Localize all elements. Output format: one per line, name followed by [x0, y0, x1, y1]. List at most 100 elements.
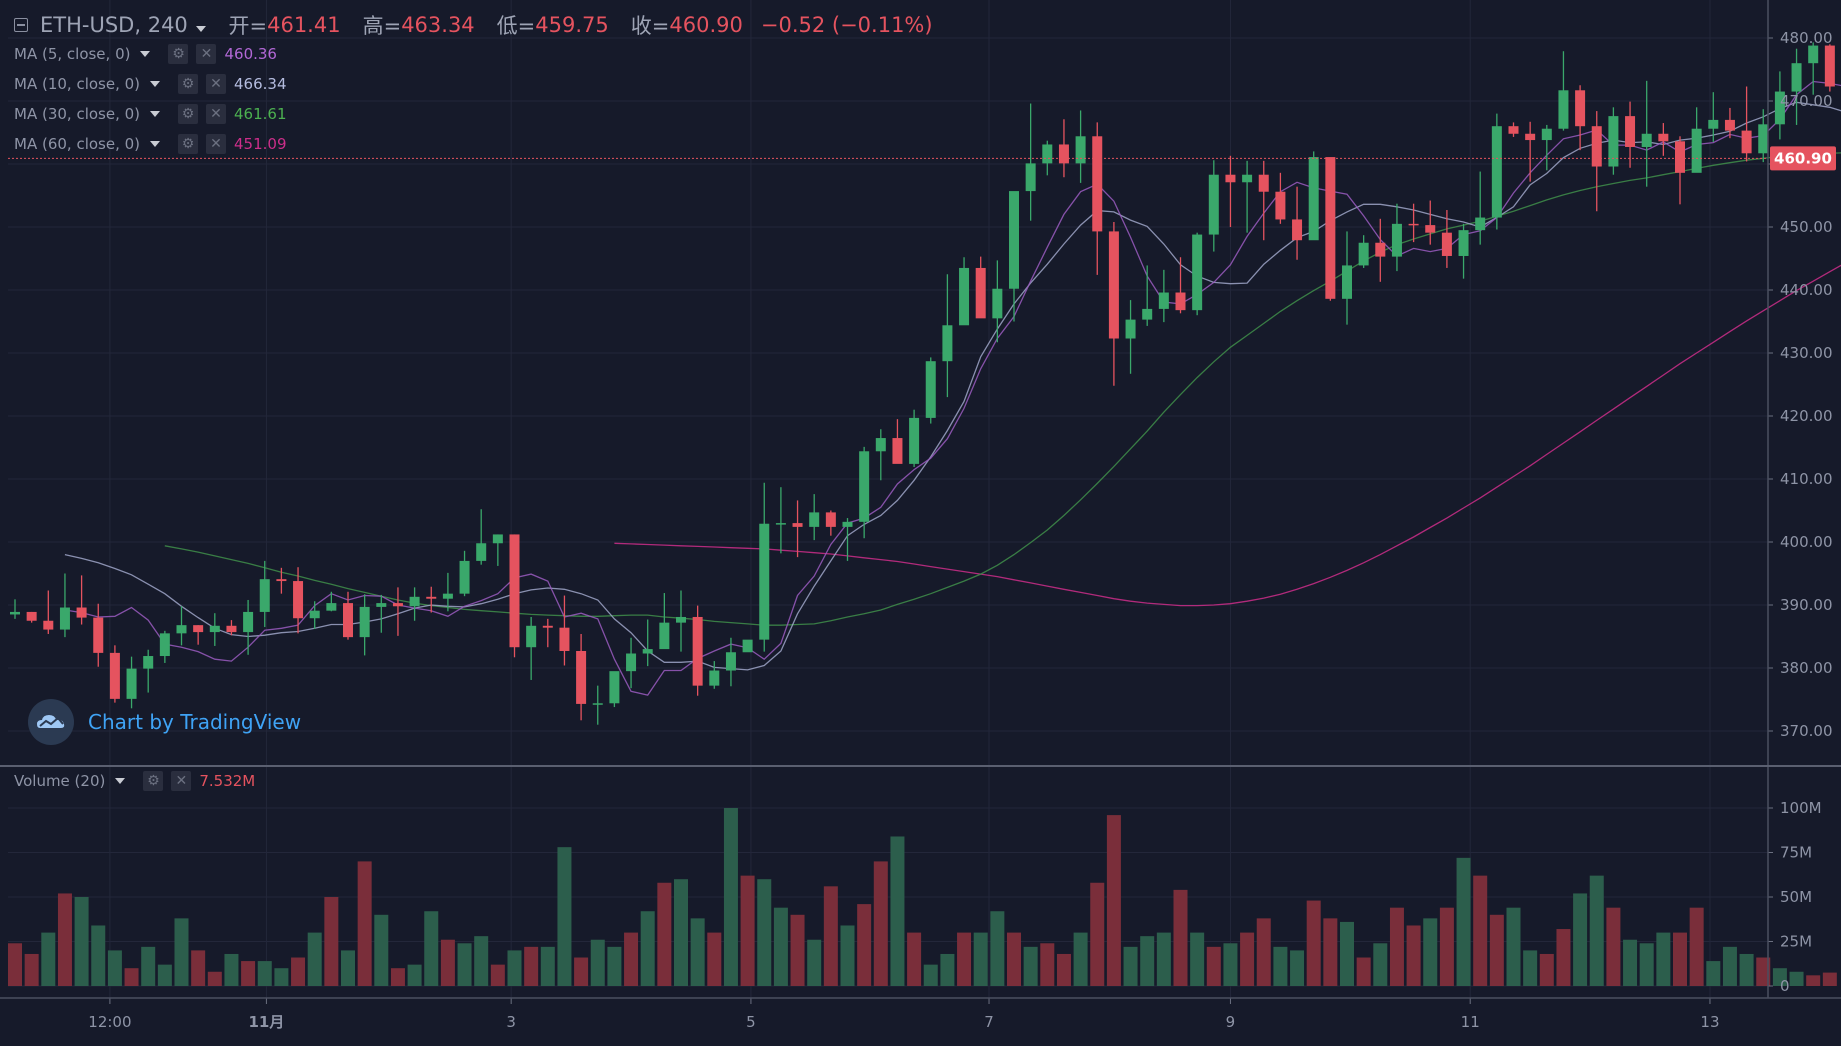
chevron-down-icon[interactable]	[150, 81, 161, 87]
candle-body	[1441, 232, 1452, 256]
candle-body	[1375, 242, 1386, 257]
ma60-line	[614, 264, 1841, 607]
volume-bar	[723, 808, 738, 986]
candle-body	[1208, 174, 1219, 235]
volume-bar	[1673, 932, 1687, 986]
close-icon[interactable]: ✕	[171, 771, 192, 791]
volume-bar	[424, 911, 439, 986]
volume-bar	[740, 875, 755, 986]
volume-bar	[1273, 946, 1288, 986]
candle-body	[526, 625, 537, 648]
candle-body	[10, 611, 20, 615]
candle-body	[1342, 265, 1352, 299]
indicator-ma30[interactable]: MA (30, close, 0) ⚙ ✕ 461.61	[14, 104, 287, 124]
candle-body	[76, 607, 87, 618]
gear-icon[interactable]: ⚙	[168, 44, 189, 64]
volume-bar	[307, 932, 322, 986]
candle-body	[775, 523, 786, 525]
volume-bars	[8, 808, 1837, 986]
close-icon[interactable]: ✕	[206, 134, 227, 154]
candle-body	[959, 267, 970, 326]
indicator-ma60[interactable]: MA (60, close, 0) ⚙ ✕ 451.09	[14, 134, 287, 154]
volume-bar	[1123, 946, 1138, 986]
volume-bar	[574, 957, 589, 986]
chevron-down-icon[interactable]	[140, 51, 151, 57]
volume-bar	[1506, 907, 1521, 986]
candle-body	[909, 417, 920, 464]
volume-bar	[1290, 950, 1305, 986]
candle-body	[1575, 90, 1586, 127]
volume-bar	[1789, 971, 1804, 986]
interval-value: 240	[147, 13, 188, 37]
volume-bar	[823, 886, 838, 986]
volume-bar	[1623, 939, 1638, 986]
volume-bar	[1323, 918, 1338, 986]
volume-bar	[141, 946, 156, 986]
volume-bar	[274, 968, 289, 986]
symbol-interval[interactable]: ETH-USD, 240	[40, 13, 207, 37]
chevron-down-icon[interactable]	[150, 141, 161, 147]
volume-bar	[1573, 893, 1588, 986]
candle-body	[109, 652, 120, 699]
price-tick-label: 440.00	[1780, 281, 1833, 299]
candle-body	[592, 703, 603, 705]
indicator-value: 466.34	[234, 75, 287, 93]
volume-bar	[907, 932, 922, 986]
candle-body	[1275, 191, 1286, 220]
volume-bar	[1739, 953, 1754, 986]
price-tick-label: 420.00	[1780, 407, 1833, 425]
indicator-volume[interactable]: Volume (20) ⚙ ✕ 7.532M	[14, 771, 255, 791]
close-icon[interactable]: ✕	[196, 44, 217, 64]
volume-bar	[1439, 907, 1454, 986]
candle-body	[759, 523, 770, 640]
indicator-value: 461.61	[234, 105, 287, 123]
close-icon[interactable]: ✕	[206, 74, 227, 94]
gear-icon[interactable]: ⚙	[143, 771, 164, 791]
candle-body	[659, 622, 670, 650]
volume-bar	[1489, 914, 1504, 986]
volume-bar	[174, 918, 189, 986]
volume-bar	[1040, 943, 1055, 986]
collapse-legend-icon[interactable]	[14, 18, 28, 32]
volume-bar	[1639, 943, 1654, 986]
volume-bar	[807, 939, 822, 986]
high-value: 463.34	[401, 13, 475, 37]
candle-body	[709, 670, 720, 686]
candle-body	[276, 579, 287, 582]
chevron-down-icon[interactable]	[115, 778, 126, 784]
volume-bar	[157, 964, 172, 986]
volume-bar	[1756, 957, 1771, 986]
volume-bar	[341, 950, 355, 986]
indicator-label: MA (60, close, 0)	[14, 135, 141, 153]
volume-bar	[840, 925, 855, 986]
volume-bar	[191, 950, 206, 986]
gear-icon[interactable]: ⚙	[178, 74, 199, 94]
gear-icon[interactable]: ⚙	[178, 104, 199, 124]
candle-body	[1658, 133, 1669, 142]
price-tick-label: 380.00	[1780, 659, 1833, 677]
volume-bar	[224, 953, 239, 986]
candle-body	[1025, 163, 1036, 192]
watermark-text: Chart by TradingView	[88, 710, 302, 734]
indicator-ma10[interactable]: MA (10, close, 0) ⚙ ✕ 466.34	[14, 74, 287, 94]
volume-bar	[241, 961, 256, 986]
close-icon[interactable]: ✕	[206, 104, 227, 124]
candle-body	[1708, 119, 1719, 129]
volume-bar	[1406, 925, 1421, 986]
candle-body	[542, 625, 553, 628]
candle-body	[725, 652, 736, 671]
tradingview-watermark[interactable]: Chart by TradingView	[28, 699, 301, 745]
volume-bar	[957, 932, 972, 986]
candle-body	[1791, 63, 1802, 92]
volume-bar	[474, 936, 489, 986]
price-tick-label: 430.00	[1780, 344, 1833, 362]
candle-body	[825, 512, 836, 527]
gear-icon[interactable]: ⚙	[178, 134, 199, 154]
indicator-ma5[interactable]: MA (5, close, 0) ⚙ ✕ 460.36	[14, 44, 277, 64]
chevron-down-icon[interactable]	[196, 26, 207, 32]
volume-bar	[457, 943, 472, 986]
volume-tick-label: 0	[1780, 977, 1790, 995]
price-tick-label: 400.00	[1780, 533, 1833, 551]
chevron-down-icon[interactable]	[150, 111, 161, 117]
